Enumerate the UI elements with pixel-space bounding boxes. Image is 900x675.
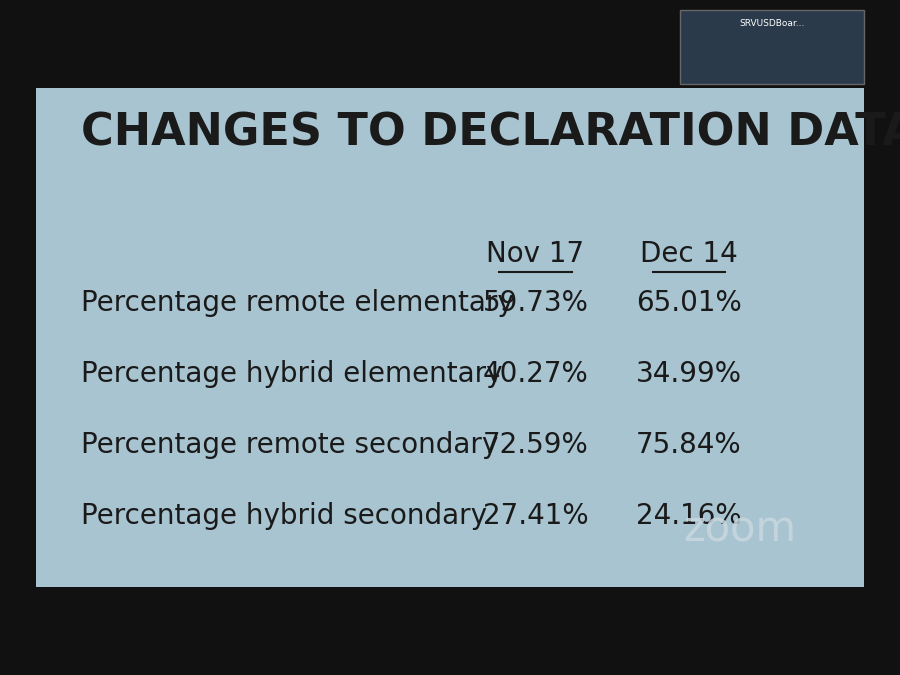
FancyBboxPatch shape [0, 0, 900, 88]
Text: 27.41%: 27.41% [482, 502, 589, 529]
FancyBboxPatch shape [36, 88, 864, 587]
FancyBboxPatch shape [680, 10, 864, 84]
Text: SRVUSDBoar...: SRVUSDBoar... [740, 19, 805, 28]
Text: 72.59%: 72.59% [482, 431, 589, 458]
Text: CHANGES TO DECLARATION DATA: CHANGES TO DECLARATION DATA [81, 111, 900, 155]
Text: Percentage hybrid secondary: Percentage hybrid secondary [81, 502, 487, 529]
Text: Percentage remote secondary: Percentage remote secondary [81, 431, 499, 458]
Text: 65.01%: 65.01% [635, 289, 742, 317]
Text: 75.84%: 75.84% [635, 431, 742, 458]
Text: Percentage remote elementary: Percentage remote elementary [81, 289, 514, 317]
Text: Nov 17: Nov 17 [486, 240, 585, 267]
Text: 34.99%: 34.99% [635, 360, 742, 387]
FancyBboxPatch shape [0, 587, 900, 675]
Text: zoom: zoom [683, 508, 796, 550]
Text: 59.73%: 59.73% [482, 289, 589, 317]
Text: 24.16%: 24.16% [635, 502, 742, 529]
Text: Dec 14: Dec 14 [640, 240, 737, 267]
Text: 40.27%: 40.27% [482, 360, 589, 387]
Text: Percentage hybrid elementary: Percentage hybrid elementary [81, 360, 502, 387]
